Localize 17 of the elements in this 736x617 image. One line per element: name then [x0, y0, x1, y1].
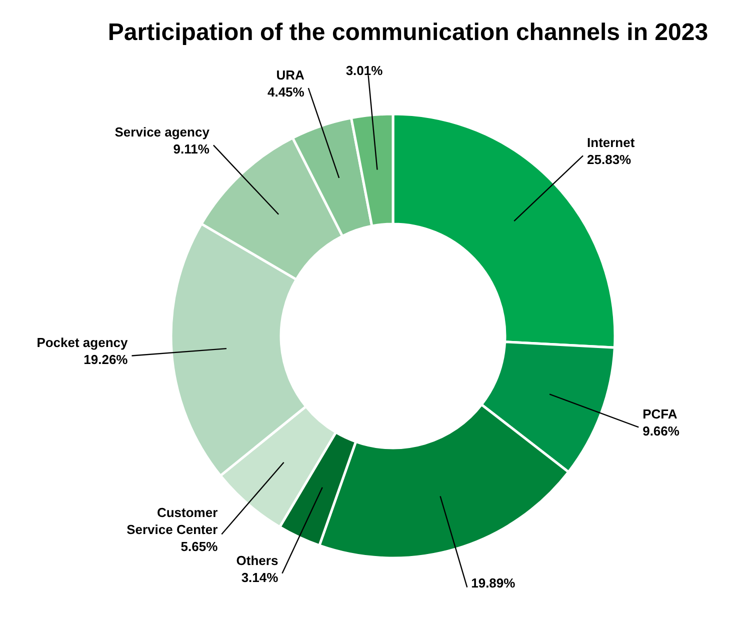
- data-label: 4.45%: [267, 84, 305, 100]
- slice-label: URA: [276, 68, 305, 83]
- data-label: 19.89%: [471, 575, 516, 590]
- slice-label: Pocket agency: [36, 335, 129, 350]
- data-label: 25.83%: [587, 152, 632, 168]
- slice-label: PCFA: [642, 406, 678, 422]
- slice-label: Service agency: [114, 124, 210, 140]
- slice-label: Others: [236, 552, 278, 568]
- chart-title: Participation of the communication channels in 2023: [108, 19, 708, 46]
- data-label: 5.65%: [180, 539, 218, 554]
- data-label: 9.11%: [173, 142, 210, 157]
- data-label: 3.14%: [241, 570, 279, 585]
- slice-label: Customer Service Center: [126, 505, 218, 538]
- data-label: 19.26%: [84, 352, 128, 368]
- data-label: 3.01%: [346, 63, 384, 78]
- slice-label: Internet: [587, 135, 636, 150]
- data-label: 9.66%: [642, 424, 680, 439]
